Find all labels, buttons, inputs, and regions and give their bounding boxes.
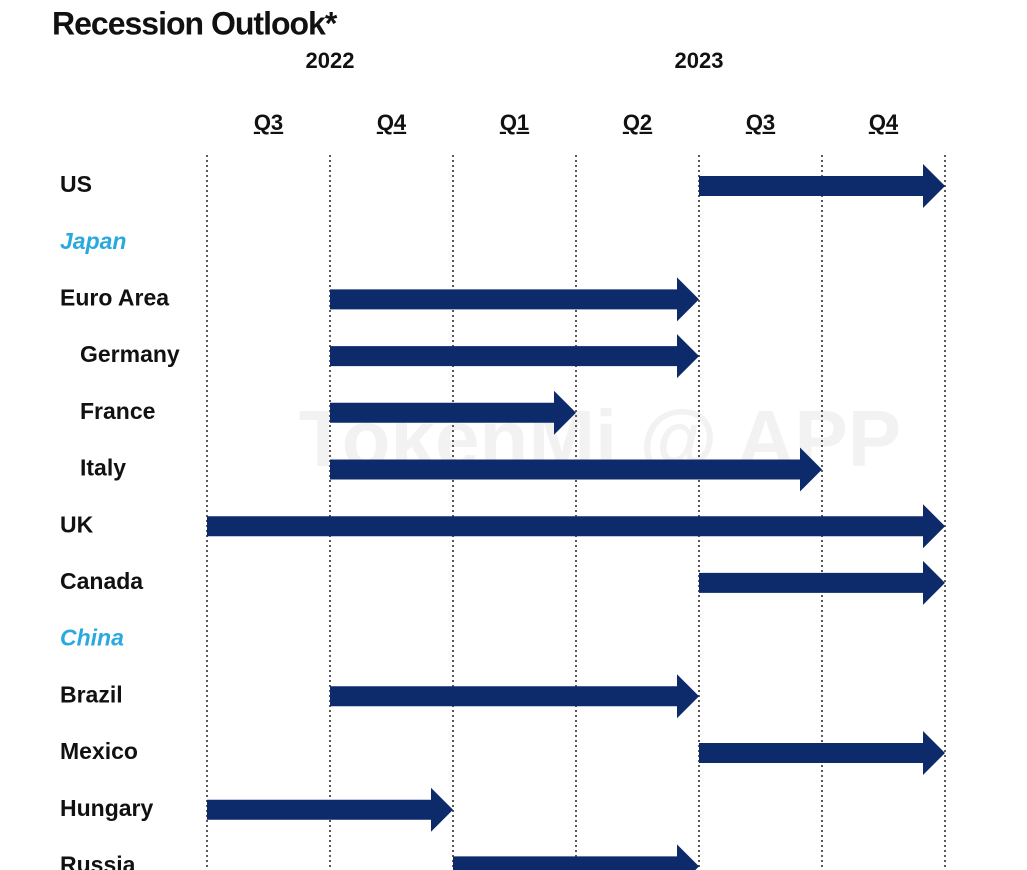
bar bbox=[453, 844, 699, 870]
quarter-label: Q3 bbox=[254, 110, 283, 135]
row-label: Italy bbox=[80, 455, 126, 481]
bar bbox=[699, 164, 945, 208]
year-label: 2022 bbox=[306, 48, 355, 73]
bar bbox=[330, 390, 576, 435]
bar bbox=[207, 504, 945, 549]
quarter-label: Q3 bbox=[746, 110, 775, 135]
row-label: Hungary bbox=[60, 795, 154, 821]
quarter-label: Q4 bbox=[869, 110, 899, 135]
row-label: Mexico bbox=[60, 738, 138, 764]
bar bbox=[699, 731, 945, 775]
row-label: US bbox=[60, 171, 92, 197]
quarter-label: Q1 bbox=[500, 110, 529, 135]
row-label: Russia bbox=[60, 851, 136, 870]
row-label: France bbox=[80, 398, 155, 424]
bar bbox=[330, 447, 822, 492]
chart-title: Recession Outlook* bbox=[52, 5, 338, 41]
quarter-label: Q4 bbox=[377, 110, 407, 135]
bar bbox=[207, 787, 453, 832]
quarter-label: Q2 bbox=[623, 110, 652, 135]
row-label: UK bbox=[60, 511, 94, 537]
row-label: Euro Area bbox=[60, 284, 169, 310]
bar bbox=[330, 674, 699, 719]
row-label: Japan bbox=[60, 228, 126, 254]
row-label: Brazil bbox=[60, 681, 123, 707]
row-label: Canada bbox=[60, 568, 143, 594]
bar bbox=[330, 334, 699, 379]
row-label: China bbox=[60, 625, 124, 651]
row-label: Germany bbox=[80, 341, 180, 367]
year-label: 2023 bbox=[675, 48, 724, 73]
bar bbox=[699, 560, 945, 605]
bar bbox=[330, 277, 699, 322]
